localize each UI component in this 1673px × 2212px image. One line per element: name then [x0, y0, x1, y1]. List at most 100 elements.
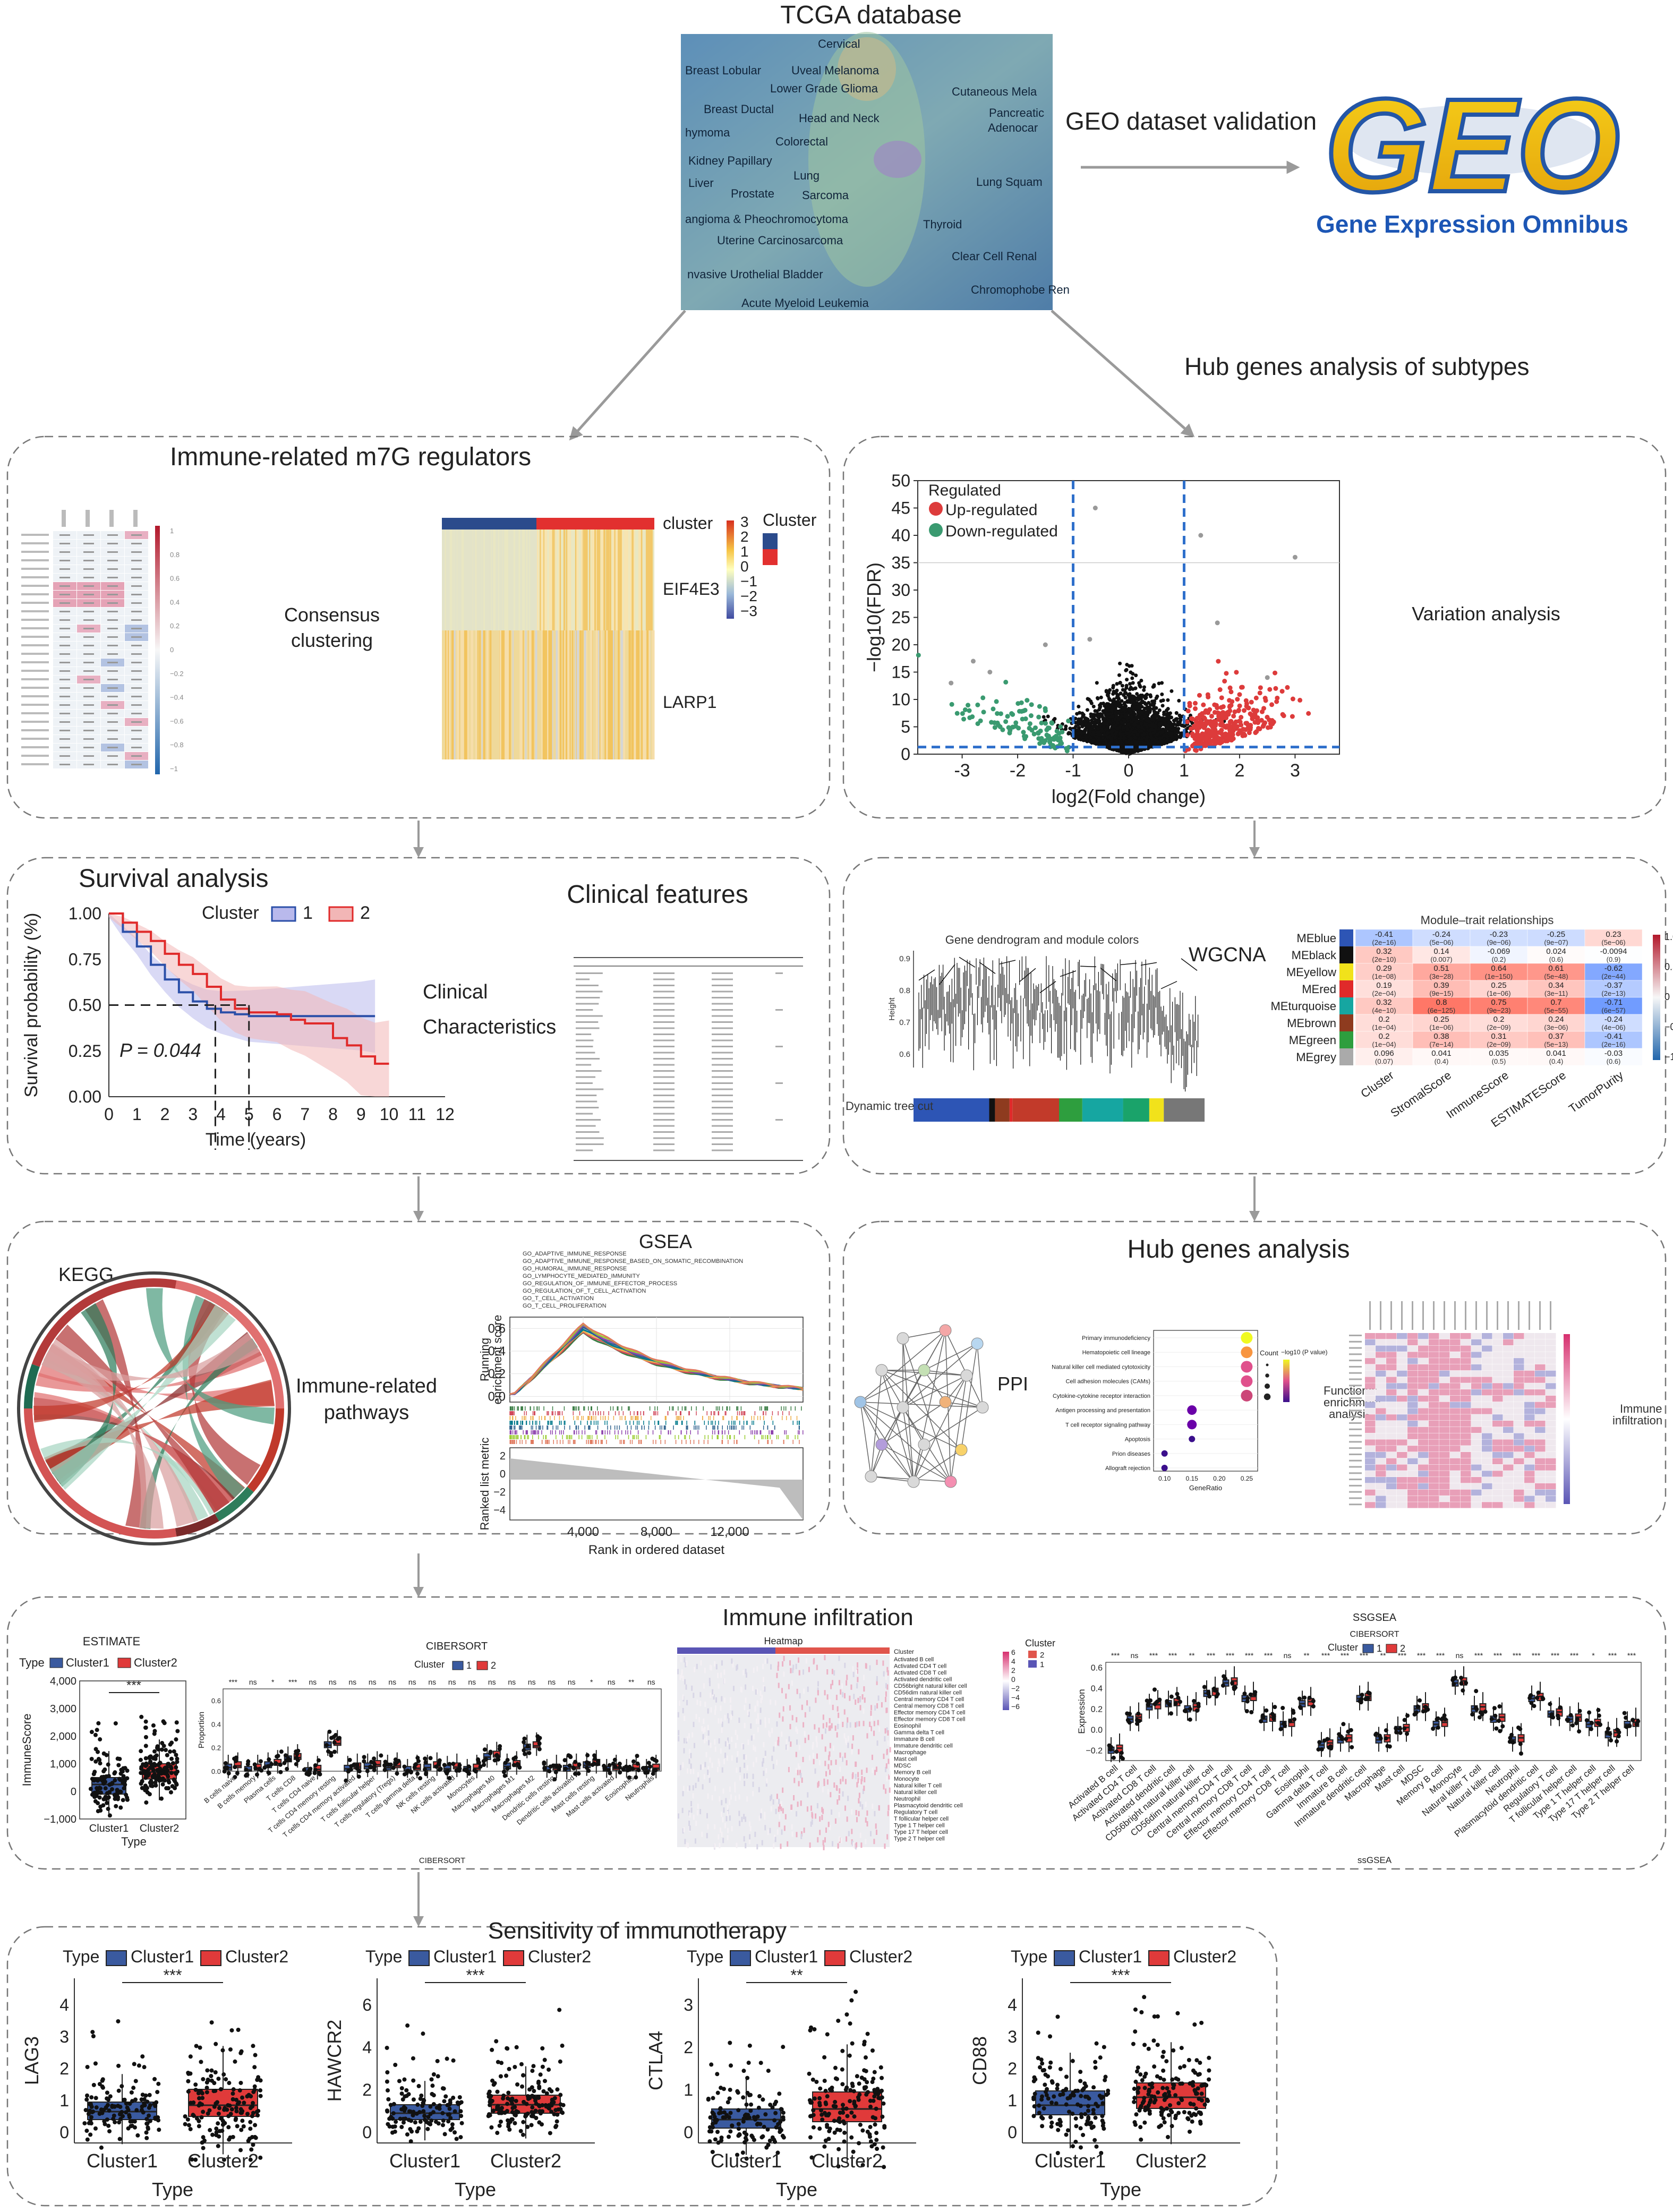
gene1-stripe	[476, 529, 480, 630]
corr-value-glyph	[83, 738, 94, 740]
mt-value: 0.035	[1489, 1049, 1509, 1058]
row-label-glyph	[21, 721, 49, 723]
mt-value: -0.03	[1604, 1049, 1623, 1058]
hub-heatmap-cell	[1461, 1358, 1471, 1364]
gene2-stripe	[600, 630, 603, 759]
hub-heatmap-cell	[1407, 1451, 1418, 1458]
corr-value-glyph	[107, 551, 118, 553]
x-tick-label: -1	[1065, 761, 1081, 781]
hub-heatmap-cell	[1546, 1446, 1556, 1452]
gene2-stripe	[531, 630, 534, 759]
mt-value: 0.31	[1491, 1032, 1506, 1041]
tcga-cancer-label: Lung Squam	[976, 175, 1043, 189]
gene2-stripe	[590, 630, 593, 759]
hub-heatmap-cell	[1471, 1427, 1482, 1433]
kegg-chord	[17, 1271, 291, 1545]
gene2-stripe	[577, 630, 579, 759]
x-tick-label: 4	[216, 1105, 226, 1124]
hub-heatmap-cell	[1418, 1383, 1429, 1389]
volcano-point-ns	[1080, 711, 1085, 715]
volcano-point-ns	[1100, 729, 1104, 733]
hub-heatmap-cell	[1471, 1389, 1482, 1396]
volcano-point-down	[1005, 714, 1010, 719]
mt-value: 0.38	[1433, 1032, 1449, 1041]
volcano-point-ns	[1112, 697, 1116, 702]
volcano-point-down	[1046, 725, 1052, 731]
module-color-bar	[1123, 1098, 1149, 1122]
hub-heatmap-cell	[1482, 1333, 1492, 1339]
gene1-stripe	[508, 529, 511, 630]
volcano-point-up	[1290, 696, 1295, 702]
hub-heatmap-cell	[1546, 1451, 1556, 1458]
gene2-stripe	[632, 630, 635, 759]
corr-value-glyph	[83, 534, 94, 536]
table-cell-glyph	[653, 1088, 675, 1090]
hub-heatmap-cell	[1418, 1471, 1429, 1477]
table-cell-glyph	[653, 1149, 675, 1151]
geo-subtitle: Gene Expression Omnibus	[1316, 210, 1628, 238]
gsea-geneset: GO_REGULATION_OF_IMMUNE_EFFECTOR_PROCESS	[523, 1280, 677, 1287]
volcano-point-ns	[1130, 740, 1134, 745]
corr-value-glyph	[59, 653, 70, 655]
hub-heatmap-cell	[1397, 1333, 1407, 1339]
ppi-node	[955, 1444, 968, 1456]
volcano-point-outlier	[1215, 620, 1220, 626]
corr-value-glyph	[59, 534, 70, 536]
corr-color-bar	[155, 526, 160, 774]
hub-heatmap-cell	[1503, 1439, 1514, 1446]
volcano-point-down	[1003, 719, 1009, 724]
hub-row-label	[1349, 1472, 1362, 1474]
dotplot-x-tick: 0.25	[1241, 1475, 1253, 1482]
col-label-glyph	[86, 510, 90, 527]
volcano-point-ns	[1042, 715, 1046, 719]
x-tick-label: 12	[436, 1105, 455, 1124]
pathway-label: Hematopoietic cell lineage	[1082, 1350, 1150, 1356]
hub-heatmap-cell	[1386, 1383, 1397, 1389]
hub-heatmap-cell	[1450, 1414, 1461, 1421]
gene2-stripe	[460, 630, 463, 759]
mt-pvalue: (2e−04)	[1372, 989, 1396, 997]
mt-value: -0.25	[1547, 930, 1565, 939]
mt-value: 0.7	[1551, 998, 1562, 1007]
volcano-point-up	[1252, 713, 1257, 718]
hub-heatmap-cell	[1482, 1352, 1492, 1358]
volcano-point-ns	[1119, 739, 1123, 743]
survival-legend-box1	[271, 906, 296, 922]
volcano-point-ns	[1135, 692, 1139, 696]
corr-value-glyph	[59, 713, 70, 714]
gene2-stripe	[499, 630, 501, 759]
table-cell-glyph	[775, 1009, 783, 1011]
hub-heatmap-cell	[1365, 1471, 1376, 1477]
gene1-stripe	[641, 529, 643, 630]
gene1-stripe	[594, 529, 596, 630]
hub-heatmap-cell	[1471, 1333, 1482, 1339]
volcano-point-up	[1256, 719, 1261, 724]
dendro-merge	[1039, 981, 1056, 994]
gene1-stripe	[648, 529, 650, 630]
module-label: MEblue	[1296, 932, 1336, 945]
hub-heatmap-cell	[1482, 1383, 1492, 1389]
gene2-stripe	[565, 630, 568, 759]
gene2-stripe	[607, 630, 609, 759]
volcano-point-ns	[1160, 681, 1164, 685]
volcano-point-ns	[1117, 704, 1122, 708]
mt-value: -0.24	[1432, 930, 1450, 939]
hub-heatmap-cell	[1386, 1446, 1397, 1452]
volcano-point-up	[1219, 695, 1224, 701]
hub-heatmap-cell	[1514, 1464, 1524, 1471]
gene2-stripe	[598, 630, 600, 759]
volcano-point-ns	[1126, 715, 1131, 719]
table-cell-glyph	[576, 1076, 596, 1078]
volcano-point-up	[1267, 687, 1273, 692]
corr-value-glyph	[131, 619, 142, 621]
volcano-point-up	[1218, 705, 1224, 710]
volcano-point-ns	[1139, 678, 1143, 682]
gene2-stripe	[453, 630, 456, 759]
hub-heatmap-cell	[1514, 1471, 1524, 1477]
y-tick-label: 0.75	[69, 950, 101, 969]
survival-legend-1: 1	[303, 903, 313, 923]
tcga-cancer-label: nvasive Urothelial Bladder	[687, 268, 823, 281]
hub-heatmap-cell	[1471, 1451, 1482, 1458]
gene2-stripe	[501, 630, 504, 759]
volcano-point-up	[1298, 697, 1303, 703]
